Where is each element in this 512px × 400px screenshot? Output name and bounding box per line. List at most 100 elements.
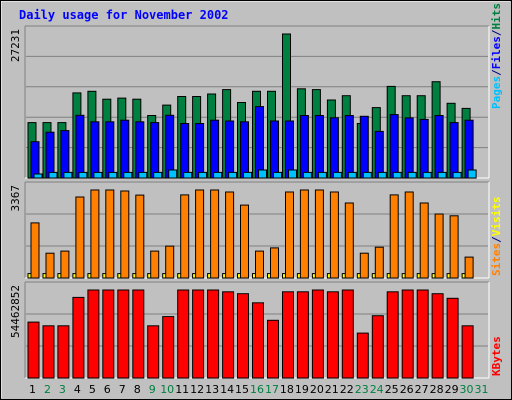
bar-pages-day-14 bbox=[228, 171, 238, 179]
x-tick-label-day-7: 7 bbox=[119, 383, 126, 396]
bar-pages-day-1 bbox=[33, 173, 43, 179]
x-tick-label-day-12: 12 bbox=[190, 383, 204, 396]
bar-kbytes-day-18 bbox=[282, 291, 294, 379]
bar-kbytes-day-20 bbox=[311, 289, 324, 379]
bar-sites-day-11 bbox=[180, 194, 190, 279]
x-tick-label-day-28: 28 bbox=[430, 383, 444, 396]
legend-separator: / bbox=[490, 236, 503, 243]
bar-pages-day-15 bbox=[243, 171, 252, 179]
legend-entry-pages: Pages bbox=[490, 76, 503, 109]
legend-entry-sites: Sites bbox=[490, 243, 503, 276]
x-tick-label-day-2: 2 bbox=[44, 383, 51, 396]
bar-pages-day-17 bbox=[273, 171, 282, 179]
bar-pages-day-7 bbox=[123, 171, 133, 179]
legend-separator: / bbox=[490, 29, 503, 36]
bar-kbytes-day-12 bbox=[192, 289, 205, 379]
bar-kbytes-day-11 bbox=[177, 289, 190, 379]
x-tick-label-day-1: 1 bbox=[29, 383, 36, 396]
x-tick-label-day-27: 27 bbox=[415, 383, 429, 396]
bar-kbytes-day-25 bbox=[386, 291, 399, 379]
x-tick-label-day-21: 21 bbox=[325, 383, 339, 396]
bar-pages-day-29 bbox=[452, 171, 462, 179]
y-max-label: 3367 bbox=[9, 185, 22, 212]
bar-sites-day-28 bbox=[434, 213, 444, 279]
bar-sites-day-5 bbox=[90, 189, 100, 279]
bar-sites-day-12 bbox=[195, 189, 205, 279]
bar-files-day-4 bbox=[75, 114, 85, 179]
x-tick-label-day-6: 6 bbox=[104, 383, 111, 396]
bar-pages-day-11 bbox=[183, 171, 193, 179]
bar-files-day-10 bbox=[165, 114, 175, 179]
x-tick-label-day-23: 23 bbox=[355, 383, 369, 396]
bar-kbytes-day-13 bbox=[207, 289, 220, 379]
x-tick-label-day-8: 8 bbox=[134, 383, 141, 396]
x-tick-label-day-26: 26 bbox=[400, 383, 414, 396]
bar-pages-day-6 bbox=[108, 171, 118, 179]
x-tick-label-day-24: 24 bbox=[370, 383, 384, 396]
x-tick-label-day-30: 30 bbox=[460, 383, 474, 396]
x-tick-label-day-11: 11 bbox=[175, 383, 189, 396]
bar-files-day-25 bbox=[389, 114, 399, 179]
bar-kbytes-day-7 bbox=[117, 289, 130, 379]
bar-files-day-15 bbox=[240, 121, 249, 179]
bar-pages-day-10 bbox=[168, 169, 178, 179]
bar-kbytes-day-21 bbox=[326, 291, 339, 379]
bar-sites-day-29 bbox=[449, 215, 459, 279]
bar-pages-day-4 bbox=[78, 171, 88, 179]
bar-pages-day-26 bbox=[407, 171, 417, 179]
bar-sites-day-30 bbox=[464, 256, 474, 279]
bar-pages-day-13 bbox=[213, 171, 223, 179]
bar-sites-day-18 bbox=[285, 191, 294, 279]
legend-separator: / bbox=[490, 69, 503, 76]
bar-kbytes-day-14 bbox=[222, 291, 235, 379]
bar-files-day-9 bbox=[150, 122, 160, 179]
bar-sites-day-20 bbox=[314, 189, 324, 279]
bar-files-day-30 bbox=[464, 119, 474, 179]
bar-pages-day-16 bbox=[258, 169, 267, 179]
x-tick-label-day-16: 16 bbox=[250, 383, 264, 396]
bar-sites-day-16 bbox=[255, 250, 264, 279]
bar-pages-day-23 bbox=[362, 171, 372, 179]
x-tick-label-day-17: 17 bbox=[265, 383, 279, 396]
bar-kbytes-day-26 bbox=[401, 289, 414, 379]
x-tick-label-day-13: 13 bbox=[205, 383, 219, 396]
x-tick-label-day-15: 15 bbox=[235, 383, 249, 396]
bar-files-day-3 bbox=[60, 130, 70, 179]
bar-files-day-24 bbox=[374, 130, 384, 179]
bar-files-day-19 bbox=[299, 115, 309, 179]
bar-sites-day-13 bbox=[210, 189, 220, 279]
bar-kbytes-day-29 bbox=[446, 297, 459, 379]
bar-sites-day-4 bbox=[75, 196, 85, 279]
bar-files-day-6 bbox=[105, 121, 115, 179]
bar-kbytes-day-24 bbox=[371, 315, 384, 379]
bar-sites-day-26 bbox=[404, 191, 414, 279]
legend-entry-files: Files bbox=[490, 36, 503, 69]
bar-sites-day-15 bbox=[240, 204, 249, 279]
legend-entry-kbytes: KBytes bbox=[490, 336, 503, 376]
bar-sites-day-10 bbox=[165, 245, 175, 279]
bar-kbytes-day-23 bbox=[356, 332, 369, 379]
x-tick-label-day-22: 22 bbox=[340, 383, 354, 396]
bar-kbytes-day-10 bbox=[162, 316, 175, 379]
bar-sites-day-27 bbox=[419, 202, 429, 279]
bar-kbytes-day-15 bbox=[237, 293, 249, 379]
bar-pages-day-21 bbox=[332, 171, 342, 179]
x-tick-label-day-3: 3 bbox=[59, 383, 66, 396]
bar-sites-day-19 bbox=[299, 189, 309, 279]
bar-files-day-8 bbox=[135, 121, 145, 179]
bar-files-day-7 bbox=[120, 119, 130, 179]
x-tick-label-day-25: 25 bbox=[385, 383, 399, 396]
legend-entry-visits: Visits bbox=[490, 197, 503, 237]
x-tick-label-day-31: 31 bbox=[475, 383, 489, 396]
bar-sites-day-7 bbox=[120, 190, 130, 279]
bar-files-day-21 bbox=[329, 117, 339, 179]
bar-files-day-18 bbox=[285, 120, 294, 179]
panel-visits-sites: 3367 Sites/Visits bbox=[9, 181, 503, 279]
bar-pages-day-2 bbox=[48, 171, 58, 179]
bar-sites-day-25 bbox=[389, 194, 399, 279]
bar-kbytes-day-30 bbox=[461, 325, 474, 379]
bar-files-day-20 bbox=[314, 115, 324, 179]
